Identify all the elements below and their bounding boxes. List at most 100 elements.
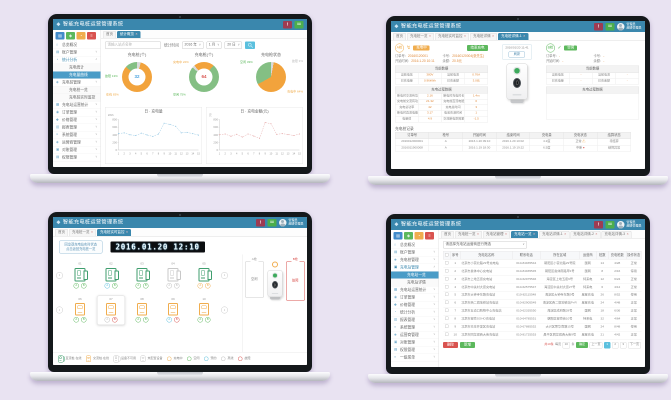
sidebar-item[interactable]: ◈ 运营商管理 ∨ xyxy=(53,139,101,147)
phone-link[interactable]: 010-82905549 xyxy=(512,299,541,308)
tab-item[interactable]: 充电站详情-3 × xyxy=(601,231,632,238)
date-select[interactable]: 2016 年 ∨ xyxy=(182,41,204,49)
gun-indicator[interactable]: A xyxy=(104,282,110,289)
tab-item[interactable]: 首页 xyxy=(103,31,116,38)
sidebar-shortcut-button[interactable]: ≡ xyxy=(87,32,96,40)
confirm-button[interactable]: 确定 xyxy=(575,342,588,348)
tab-item[interactable]: 充电站一览 × xyxy=(511,231,539,238)
tab-item[interactable]: 充电站详情-2 × xyxy=(570,231,601,238)
sidebar-item[interactable]: ≡ 系统管理 ∨ xyxy=(391,324,439,332)
tab-close-icon[interactable]: × xyxy=(533,232,536,237)
gun-indicator[interactable]: B xyxy=(205,317,211,323)
arrow-right-icon[interactable]: › xyxy=(221,306,228,314)
row-checkbox[interactable] xyxy=(445,300,449,305)
sidebar-item[interactable]: ▣ 对账管理 ∨ xyxy=(391,339,439,347)
gun-indicator[interactable]: B xyxy=(81,317,87,323)
tab-item[interactable]: 首页 xyxy=(55,229,68,236)
gun-indicator[interactable]: A xyxy=(197,317,203,323)
pile-cell[interactable]: 09 A B xyxy=(159,296,187,325)
user-menu[interactable]: 管理员 超级管理员 xyxy=(616,22,642,31)
row-checkbox[interactable] xyxy=(445,276,449,281)
date-select[interactable]: 1 月 ∨ xyxy=(206,41,222,49)
phone-link[interactable]: 010-84935545 xyxy=(512,267,541,276)
alert-button[interactable]: ! xyxy=(283,20,292,29)
sidebar-item[interactable]: 充电统计 xyxy=(53,64,101,72)
tab-close-icon[interactable]: × xyxy=(429,34,432,39)
tab-close-icon[interactable]: × xyxy=(464,34,467,39)
tab-close-icon[interactable]: × xyxy=(523,34,526,39)
tab-close-icon[interactable]: × xyxy=(91,230,94,235)
gun-indicator[interactable]: A xyxy=(166,282,172,289)
sidebar-shortcut-button[interactable]: ◈ xyxy=(404,232,413,240)
gun-indicator[interactable]: A xyxy=(166,317,172,323)
gun-indicator[interactable]: B xyxy=(143,282,149,289)
order-link[interactable]: 2016011900008 xyxy=(394,144,430,152)
gun-indicator[interactable]: B xyxy=(112,317,118,323)
sidebar-item[interactable]: 充电量曲线 xyxy=(53,71,101,79)
tab-close-icon[interactable]: × xyxy=(595,232,598,237)
gun-indicator[interactable]: A xyxy=(135,317,141,323)
tab-close-icon[interactable]: × xyxy=(626,232,629,237)
message-button[interactable]: ✉ xyxy=(605,22,615,31)
tab-close-icon[interactable]: × xyxy=(564,232,567,237)
gun-indicator[interactable]: B xyxy=(81,282,87,289)
per-page-value[interactable]: 10 xyxy=(562,341,570,349)
page-button[interactable]: 3 xyxy=(619,341,627,349)
sidebar-item[interactable]: ◆ 价格管理 ∨ xyxy=(391,302,439,309)
message-button[interactable]: ✉ xyxy=(267,218,277,227)
sidebar-item[interactable]: ▣ 充电站管理 ∧ xyxy=(391,264,439,272)
tab-item[interactable]: 充电桩详情 × xyxy=(470,33,498,40)
sidebar-item[interactable]: ◉ 订单管理 ∨ xyxy=(391,294,439,302)
row-checkbox[interactable] xyxy=(445,316,449,321)
row-checkbox[interactable] xyxy=(445,324,449,329)
phone-link[interactable]: 010-82115548 xyxy=(512,291,541,300)
sidebar-item[interactable]: ≡ 一级菜单 ∨ xyxy=(391,354,439,362)
alert-button[interactable]: ! xyxy=(255,218,265,227)
gun-indicator[interactable]: B xyxy=(174,282,180,289)
gun-indicator[interactable]: B xyxy=(112,282,118,289)
sidebar-item[interactable]: 充电站一览 xyxy=(391,271,439,279)
sidebar-shortcut-button[interactable]: ◈ xyxy=(66,32,75,40)
user-menu[interactable]: 管理员 超级管理员 xyxy=(616,220,642,229)
sidebar-item[interactable]: ▤ 账户管理 ∨ xyxy=(391,249,439,257)
operator-filter-select[interactable]: 请选择充电站运营商进行筛选 ∨ xyxy=(443,241,527,249)
user-menu[interactable]: 管理员 超级管理员 xyxy=(278,218,304,227)
tab-close-icon[interactable]: × xyxy=(492,34,495,39)
row-checkbox[interactable] xyxy=(445,292,449,297)
tab-item[interactable]: 首页 xyxy=(441,231,454,238)
arrow-left-icon[interactable]: ‹ xyxy=(56,271,63,279)
tab-item[interactable]: 充电桩一览 × xyxy=(455,231,483,238)
gun-indicator[interactable]: A xyxy=(73,282,79,289)
tab-item[interactable]: 充电站详情-1 × xyxy=(539,231,570,238)
sidebar-shortcut-button[interactable]: ▤ xyxy=(55,32,65,40)
sidebar-item[interactable]: ▦ 充电站运营统计 ∨ xyxy=(53,102,101,109)
row-checkbox[interactable] xyxy=(445,332,449,337)
pile-cell[interactable]: 01 A B xyxy=(66,261,94,291)
tab-close-icon[interactable]: × xyxy=(477,232,480,237)
tab-close-icon[interactable]: × xyxy=(505,232,508,237)
sidebar-shortcut-button[interactable]: ◔ xyxy=(414,232,424,240)
pile-cell[interactable]: 05 A B xyxy=(190,261,218,291)
tab-item[interactable]: 统计概览 × xyxy=(117,31,141,38)
row-checkbox[interactable] xyxy=(445,308,449,313)
sidebar-item[interactable]: ◔ 统计分析 ∨ xyxy=(391,309,439,317)
sidebar-item[interactable]: ◔ 统计分析 ∧ xyxy=(53,57,101,64)
delete-button[interactable]: 删除 xyxy=(443,341,458,349)
arrow-left-icon[interactable]: ‹ xyxy=(56,306,63,314)
gun-indicator[interactable]: A xyxy=(197,282,203,289)
arrow-right-icon[interactable]: › xyxy=(221,271,228,279)
refresh-button[interactable]: 刷新 xyxy=(508,51,526,58)
sidebar-item[interactable]: ◆ 价格管理 ∨ xyxy=(53,117,101,124)
phone-link[interactable]: 010-62975546 xyxy=(512,275,541,284)
pile-cell[interactable]: 02 A B xyxy=(97,261,125,291)
sidebar-shortcut-button[interactable]: ◔ xyxy=(76,32,86,40)
select-all-checkbox[interactable] xyxy=(445,252,449,257)
alert-button[interactable]: ! xyxy=(593,220,603,229)
phone-link[interactable]: 010-67885552 xyxy=(512,323,541,332)
sidebar-item[interactable]: 充电站详情 xyxy=(391,279,439,287)
sidebar-shortcut-button[interactable]: ≡ xyxy=(425,232,434,240)
sidebar-item[interactable]: ≡ 系统管理 ∨ xyxy=(53,132,101,139)
gun-indicator[interactable]: B xyxy=(174,317,180,323)
tab-close-icon[interactable]: × xyxy=(126,230,129,235)
page-button[interactable]: 1 xyxy=(603,341,611,349)
